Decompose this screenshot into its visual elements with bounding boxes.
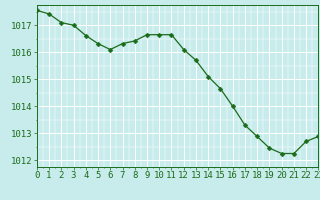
Text: Graphe pression niveau de la mer (hPa): Graphe pression niveau de la mer (hPa): [41, 178, 279, 188]
